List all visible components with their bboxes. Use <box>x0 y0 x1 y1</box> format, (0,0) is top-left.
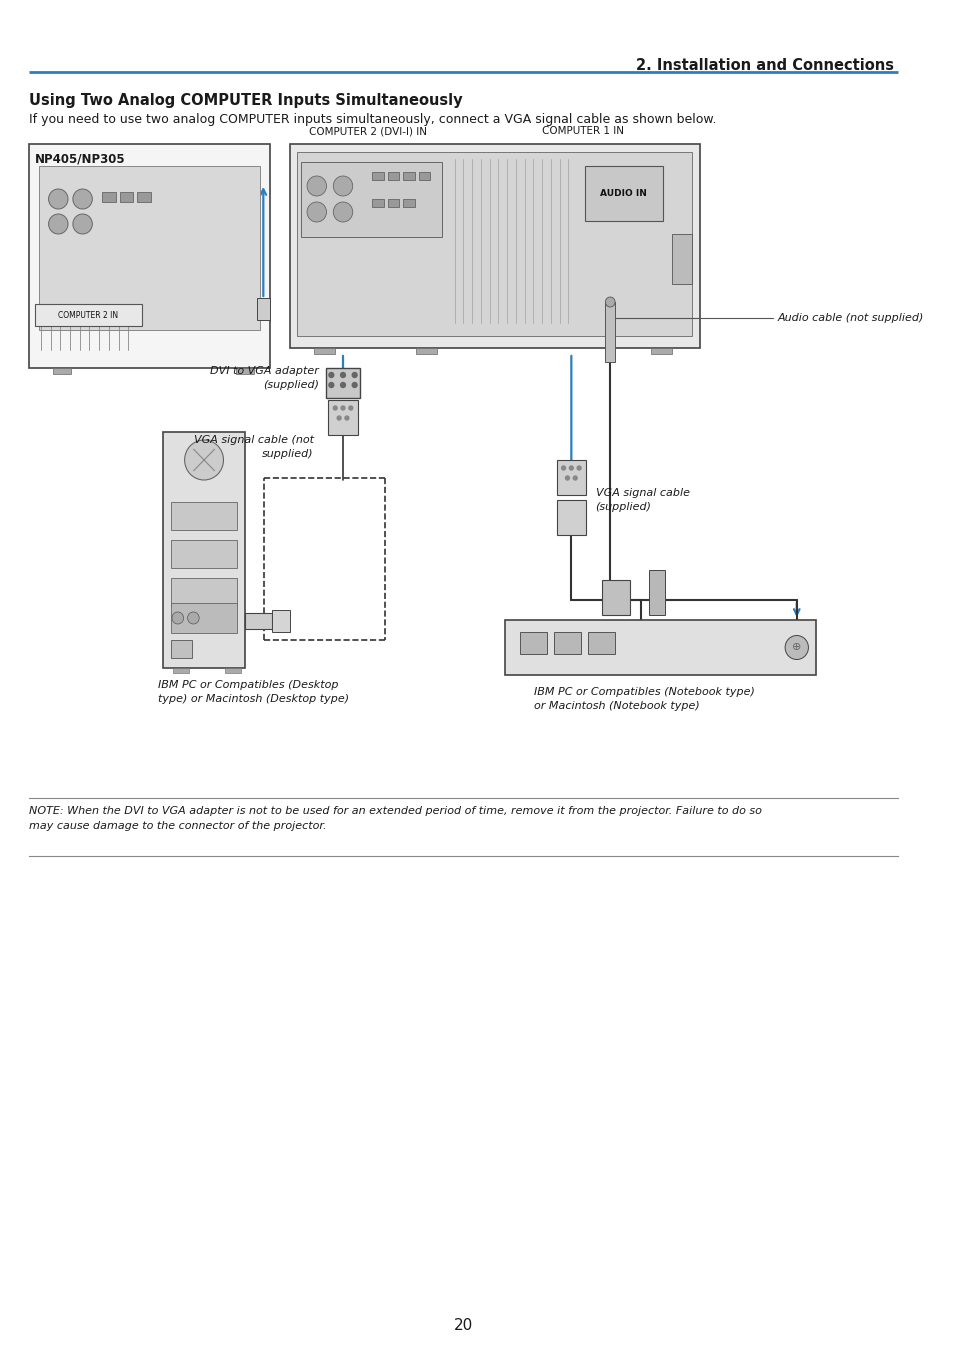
Text: VGA signal cable
(supplied): VGA signal cable (supplied) <box>595 488 689 512</box>
Bar <box>416 348 436 355</box>
Bar <box>584 166 662 221</box>
Bar <box>301 162 441 237</box>
Circle shape <box>172 612 184 624</box>
Circle shape <box>340 383 345 387</box>
Circle shape <box>577 466 580 470</box>
Circle shape <box>49 214 68 235</box>
Bar <box>554 632 580 654</box>
Bar <box>35 305 142 326</box>
Text: ⊕: ⊕ <box>791 643 801 652</box>
Bar <box>557 500 585 535</box>
Bar <box>256 298 270 319</box>
Bar <box>672 235 691 284</box>
Bar <box>137 191 151 202</box>
Text: COMPUTER 2 (DVI-I) IN: COMPUTER 2 (DVI-I) IN <box>309 125 427 136</box>
Bar <box>605 302 615 363</box>
Bar <box>328 400 357 435</box>
Bar <box>505 620 816 675</box>
Bar <box>325 368 360 398</box>
Circle shape <box>329 383 334 387</box>
Bar <box>403 200 415 208</box>
Text: AUDIO IN: AUDIO IN <box>599 189 646 198</box>
Bar <box>519 632 546 654</box>
Bar <box>102 191 115 202</box>
Bar <box>236 368 253 373</box>
Text: 20: 20 <box>454 1317 473 1333</box>
Bar <box>39 166 260 330</box>
Bar <box>225 669 241 673</box>
Circle shape <box>333 177 353 195</box>
Text: VGA signal cable (not
supplied): VGA signal cable (not supplied) <box>193 435 314 460</box>
Bar <box>403 173 415 181</box>
Circle shape <box>573 476 577 480</box>
Circle shape <box>352 372 356 377</box>
Text: IBM PC or Compatibles (Notebook type)
or Macintosh (Notebook type): IBM PC or Compatibles (Notebook type) or… <box>534 687 755 710</box>
Circle shape <box>340 372 345 377</box>
Bar <box>601 580 629 615</box>
Bar <box>314 348 335 355</box>
Bar <box>387 200 399 208</box>
Circle shape <box>49 189 68 209</box>
Bar <box>418 173 430 181</box>
Text: NOTE: When the DVI to VGA adapter is not to be used for an extended period of ti: NOTE: When the DVI to VGA adapter is not… <box>30 806 761 832</box>
Bar <box>557 460 585 495</box>
Text: Using Two Analog COMPUTER Inputs Simultaneously: Using Two Analog COMPUTER Inputs Simulta… <box>30 93 462 108</box>
Text: Audio cable (not supplied): Audio cable (not supplied) <box>777 313 923 324</box>
Circle shape <box>784 635 807 659</box>
Bar <box>290 144 699 348</box>
Bar <box>372 173 383 181</box>
Bar <box>372 200 383 208</box>
Circle shape <box>349 406 353 410</box>
Bar <box>171 603 237 634</box>
Bar <box>245 613 272 630</box>
Circle shape <box>307 177 326 195</box>
Bar <box>171 501 237 530</box>
Bar <box>587 632 615 654</box>
Circle shape <box>307 202 326 222</box>
Bar <box>30 144 270 368</box>
Circle shape <box>188 612 199 624</box>
Bar <box>387 173 399 181</box>
Circle shape <box>333 202 353 222</box>
Text: 2. Installation and Connections: 2. Installation and Connections <box>636 58 893 73</box>
Circle shape <box>565 476 569 480</box>
Text: If you need to use two analog COMPUTER inputs simultaneously, connect a VGA sign: If you need to use two analog COMPUTER i… <box>30 113 716 125</box>
Circle shape <box>341 406 345 410</box>
Bar <box>272 611 290 632</box>
Circle shape <box>345 417 349 421</box>
Bar <box>171 640 193 658</box>
Bar <box>53 368 71 373</box>
Text: COMPUTER 2 IN: COMPUTER 2 IN <box>58 310 118 319</box>
Circle shape <box>333 406 336 410</box>
Bar <box>297 152 691 336</box>
Text: NP405/NP305: NP405/NP305 <box>35 152 126 164</box>
Bar <box>650 348 672 355</box>
Bar <box>172 669 189 673</box>
Circle shape <box>352 383 356 387</box>
Circle shape <box>72 189 92 209</box>
Bar <box>119 191 133 202</box>
Circle shape <box>605 297 615 307</box>
Bar <box>171 578 237 607</box>
Circle shape <box>561 466 565 470</box>
Circle shape <box>72 214 92 235</box>
Circle shape <box>185 439 223 480</box>
Bar <box>163 431 245 669</box>
Circle shape <box>569 466 573 470</box>
Bar <box>171 541 237 568</box>
Circle shape <box>329 372 334 377</box>
Bar <box>648 570 664 615</box>
Text: DVI to VGA adapter
(supplied): DVI to VGA adapter (supplied) <box>210 367 318 390</box>
Text: IBM PC or Compatibles (Desktop
type) or Macintosh (Desktop type): IBM PC or Compatibles (Desktop type) or … <box>158 679 349 704</box>
Text: COMPUTER 1 IN: COMPUTER 1 IN <box>541 125 623 136</box>
Circle shape <box>336 417 341 421</box>
